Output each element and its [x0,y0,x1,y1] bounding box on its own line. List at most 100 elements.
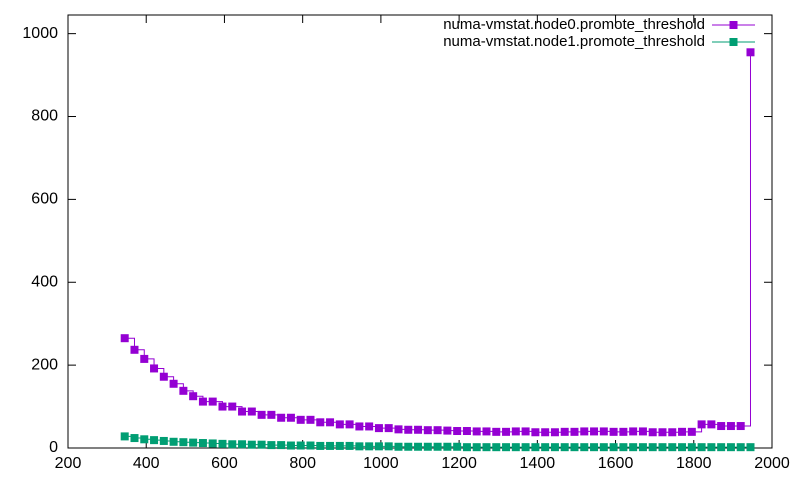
point [169,437,178,446]
point [658,443,667,452]
x-tick-label: 1600 [598,455,634,472]
point [198,439,207,448]
point [443,442,452,451]
point [306,415,315,424]
point [726,422,735,431]
point [316,441,325,450]
point [238,407,247,416]
point [257,440,266,449]
point [189,438,198,447]
y-tick-label: 800 [31,108,58,125]
point [580,427,589,436]
point [120,432,129,441]
point [550,428,559,437]
point [335,420,344,429]
point [159,436,168,445]
point [394,442,403,451]
point [736,443,745,452]
point [668,443,677,452]
point [365,442,374,451]
point [326,441,335,450]
point [472,427,481,436]
x-tick-label: 1000 [363,455,399,472]
point [140,435,149,444]
point [159,372,168,381]
point [658,428,667,437]
point [423,442,432,451]
point [687,443,696,452]
point [365,422,374,431]
point [257,410,266,419]
point [511,443,520,452]
point [462,427,471,436]
legend-label: numa-vmstat.node0.promote_threshold [443,16,705,33]
legend-marker [729,21,738,29]
legend-marker [729,38,738,46]
point [355,442,364,451]
point [482,443,491,452]
point [697,420,706,429]
x-tick-label: 1200 [441,455,477,472]
point [296,441,305,450]
point [648,443,657,452]
y-tick-label: 0 [49,439,58,456]
point [306,441,315,450]
point [580,443,589,452]
point [150,436,159,445]
series-line [124,52,751,433]
point [140,354,149,363]
point [570,443,579,452]
point [179,386,188,395]
point [746,443,755,452]
point [384,424,393,433]
point [208,439,217,448]
x-tick-label: 400 [133,455,160,472]
point [277,413,286,422]
point [541,443,550,452]
x-tick-label: 1800 [676,455,712,472]
point [433,426,442,435]
point [560,443,569,452]
point [179,438,188,447]
point [717,422,726,431]
point [629,443,638,452]
point [267,441,276,450]
x-tick-label: 1400 [520,455,556,472]
y-tick-label: 400 [31,273,58,290]
point [638,443,647,452]
point [619,443,628,452]
point [247,407,256,416]
point [286,441,295,450]
point [443,426,452,435]
legend-label: numa-vmstat.node1.promote_threshold [443,33,705,50]
point [453,427,462,436]
point [296,415,305,424]
point [404,425,413,434]
point [316,418,325,427]
point [130,434,139,443]
point [599,427,608,436]
point [482,427,491,436]
point [707,443,716,452]
point [717,443,726,452]
point [472,443,481,452]
point [726,443,735,452]
point [629,427,638,436]
point [511,427,520,436]
point [414,442,423,451]
point [218,402,227,411]
point [531,443,540,452]
point [746,48,755,57]
point [609,427,618,436]
point [326,418,335,427]
y-tick-label: 600 [31,191,58,208]
point [521,427,530,436]
point [638,427,647,436]
point [453,442,462,451]
point [541,428,550,437]
point [550,443,559,452]
point [198,397,207,406]
point [492,443,501,452]
point [668,428,677,437]
point [678,427,687,436]
